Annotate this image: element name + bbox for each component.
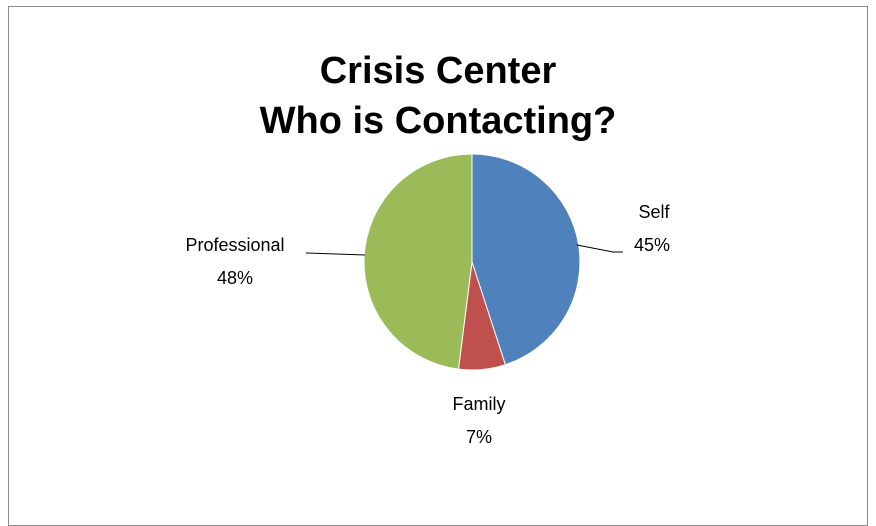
- slice-label-professional-value: 48%: [217, 268, 253, 288]
- leader-line-professional: [306, 252, 366, 256]
- pie-slices: [363, 153, 581, 371]
- pie-chart: Self 45% Family 7% Professional 48%: [185, 153, 671, 447]
- slice-label-professional-name: Professional: [185, 235, 284, 255]
- leader-line-self: [576, 244, 623, 253]
- slice-label-family-value: 7%: [466, 427, 492, 447]
- chart-title-line-2: Who is Contacting?: [259, 100, 617, 142]
- leader-lines: [306, 244, 623, 256]
- slice-label-family-name: Family: [453, 394, 506, 414]
- pie-slice-professional: [363, 153, 473, 370]
- slice-label-self-value: 45%: [634, 235, 670, 255]
- chart-title: Crisis Center Who is Contacting?: [0, 46, 876, 146]
- slice-label-self-name: Self: [638, 202, 670, 222]
- chart-title-line-1: Crisis Center: [319, 50, 557, 92]
- slice-labels: Self 45% Family 7% Professional 48%: [185, 202, 670, 447]
